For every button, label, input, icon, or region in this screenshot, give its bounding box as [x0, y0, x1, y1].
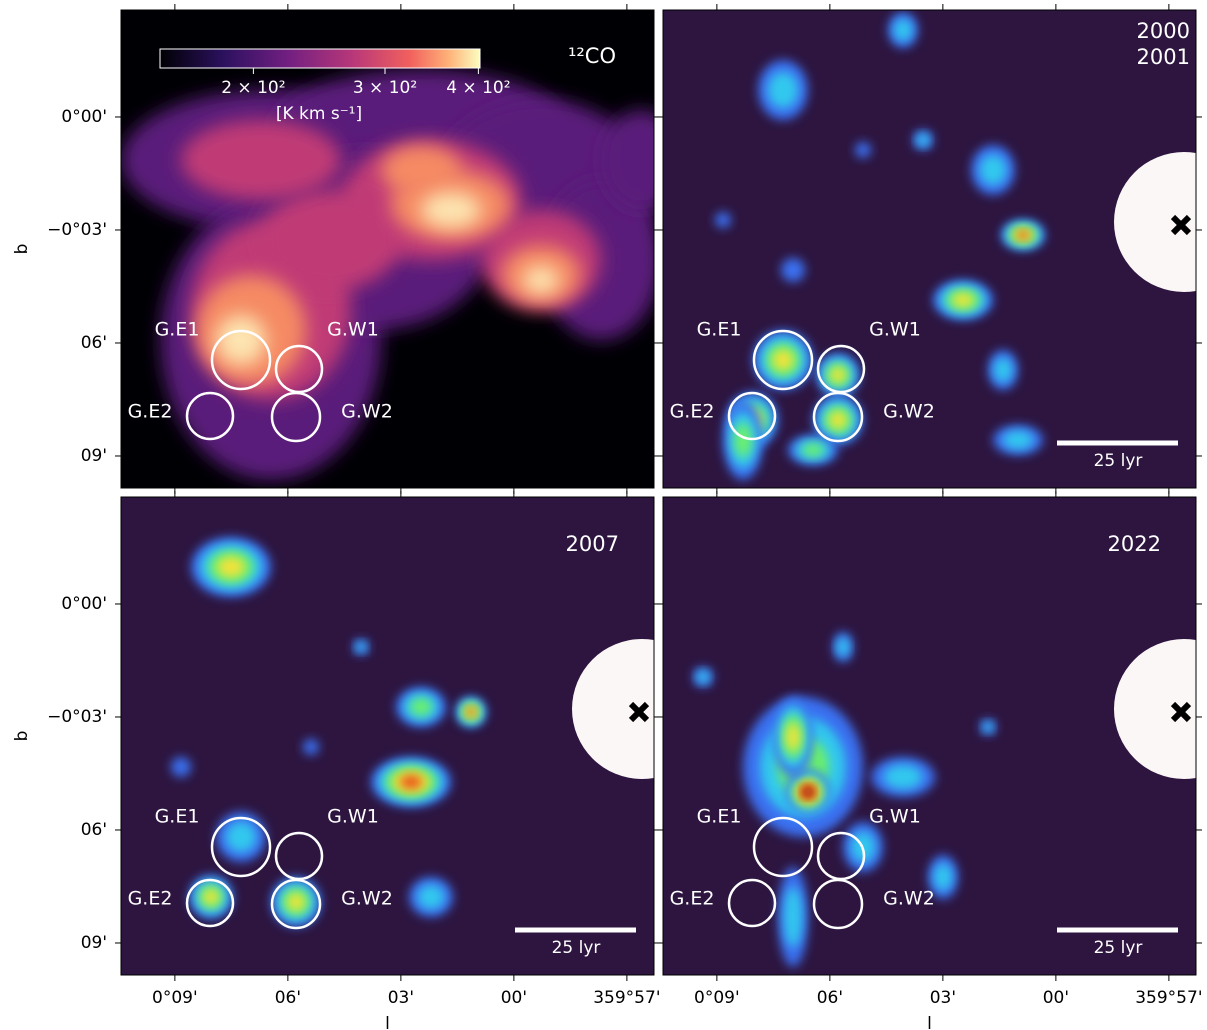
x-tick-label: 06': [275, 988, 301, 1008]
figure: G.E1 G.W1 G.E2 G.W2 ¹²CO 2 × 10² 3 × 10² 4 × 10…: [0, 0, 1207, 1030]
emission: [400, 775, 422, 789]
y-tick-label: 0°00': [61, 594, 107, 614]
colorbar: [160, 49, 480, 68]
colorbar-tick-label: 3 × 10²: [353, 78, 417, 98]
region-label: G.W2: [883, 888, 935, 910]
region-label: G.W2: [883, 401, 935, 423]
panel: G.E1 G.W1 G.E2 G.W2 ¹²CO 2 × 10² 3 × 10² 4 × 10…: [12, 4, 681, 494]
x-tick-label: 03': [388, 988, 414, 1008]
map-image: [663, 10, 1207, 488]
y-tick-label: 06': [81, 333, 107, 353]
y-axis-label: b: [12, 244, 32, 255]
emission: [288, 894, 305, 911]
region-label: G.E1: [697, 806, 742, 828]
x-tick-label: 0°09': [694, 988, 740, 1008]
emission: [980, 155, 1006, 185]
epoch-label: 2000: [1137, 19, 1190, 43]
emission: [934, 864, 952, 890]
region-label: G.W1: [327, 806, 379, 828]
region-label: G.W1: [869, 319, 921, 341]
x-axis-label: l: [927, 1014, 932, 1030]
emission: [884, 765, 922, 789]
emission: [216, 315, 266, 365]
emission: [381, 145, 461, 195]
emission: [837, 638, 849, 656]
colorbar-tick-label: 2 × 10²: [221, 78, 285, 98]
emission: [1017, 231, 1029, 239]
region-label: G.E2: [670, 401, 715, 423]
emission: [697, 671, 709, 683]
emission: [917, 134, 929, 146]
emission: [303, 739, 319, 755]
region-label: G.E2: [128, 401, 173, 423]
x-tick-label: 00': [1043, 988, 1069, 1008]
x-tick-label: 03': [930, 988, 956, 1008]
region-label: G.E1: [155, 806, 200, 828]
colorbar-label: [K km s⁻¹]: [276, 104, 362, 124]
emission: [226, 822, 256, 852]
emission: [894, 19, 912, 41]
region-label: G.W1: [327, 319, 379, 341]
emission: [261, 190, 401, 290]
epoch-label: 2001: [1137, 45, 1190, 69]
emission: [773, 350, 793, 370]
scale-bar-label: 25 lyr: [1094, 451, 1143, 471]
emission: [768, 72, 798, 108]
emission: [855, 142, 871, 158]
emission: [171, 757, 191, 777]
map-image: [663, 497, 1207, 975]
emission: [1003, 431, 1033, 449]
y-tick-label: 09': [81, 933, 107, 953]
emission: [831, 368, 846, 383]
emission: [786, 724, 799, 751]
emission: [421, 192, 481, 228]
y-tick-label: 09': [81, 446, 107, 466]
emission: [784, 887, 802, 947]
x-tick-label: 359°57': [593, 988, 660, 1008]
emission: [781, 258, 805, 282]
scale-bar-label: 25 lyr: [552, 938, 601, 958]
emission: [803, 787, 813, 797]
emission: [983, 722, 993, 732]
x-tick-label: 0°09': [152, 988, 198, 1008]
emission: [467, 708, 475, 716]
x-tick-label: 359°57': [1135, 988, 1202, 1008]
emission: [715, 212, 731, 228]
emission: [994, 358, 1012, 382]
region-label: G.W2: [341, 888, 393, 910]
emission: [953, 293, 973, 306]
emission: [218, 557, 245, 577]
region-label: G.W2: [341, 401, 393, 423]
map-image: [121, 497, 712, 975]
x-tick-label: 00': [501, 988, 527, 1008]
y-tick-label: −0°03': [47, 220, 107, 240]
region-label: G.E1: [155, 319, 200, 341]
region-label: G.E2: [670, 888, 715, 910]
emission: [204, 890, 219, 905]
emission: [356, 642, 366, 652]
y-tick-label: −0°03': [47, 707, 107, 727]
region-label: G.E1: [697, 319, 742, 341]
y-axis-label: b: [12, 731, 32, 742]
emission: [802, 444, 823, 457]
emission: [418, 885, 444, 909]
x-axis-label: l: [385, 1014, 390, 1030]
y-tick-label: 06': [81, 820, 107, 840]
colorbar-tick-label: 4 × 10²: [446, 78, 510, 98]
panel: G.E1 G.W1 G.E2 G.W2 25 lyr 2007 0°09' 06' 03' 00'…: [12, 491, 712, 1030]
emission: [523, 266, 559, 294]
emission: [181, 120, 341, 200]
x-tick-label: 06': [817, 988, 843, 1008]
emission: [410, 698, 431, 715]
epoch-label: 2022: [1108, 532, 1161, 556]
panel: G.E1 G.W1 G.E2 G.W2 25 lyr 2022 0°09' 06' 03' 00'…: [657, 491, 1207, 1030]
y-tick-label: 0°00': [61, 107, 107, 127]
panel-title: ¹²CO: [568, 44, 616, 68]
region-label: G.E2: [128, 888, 173, 910]
emission: [830, 412, 847, 429]
region-label: G.W1: [869, 806, 921, 828]
scale-bar-label: 25 lyr: [1094, 938, 1143, 958]
epoch-label: 2007: [566, 532, 619, 556]
